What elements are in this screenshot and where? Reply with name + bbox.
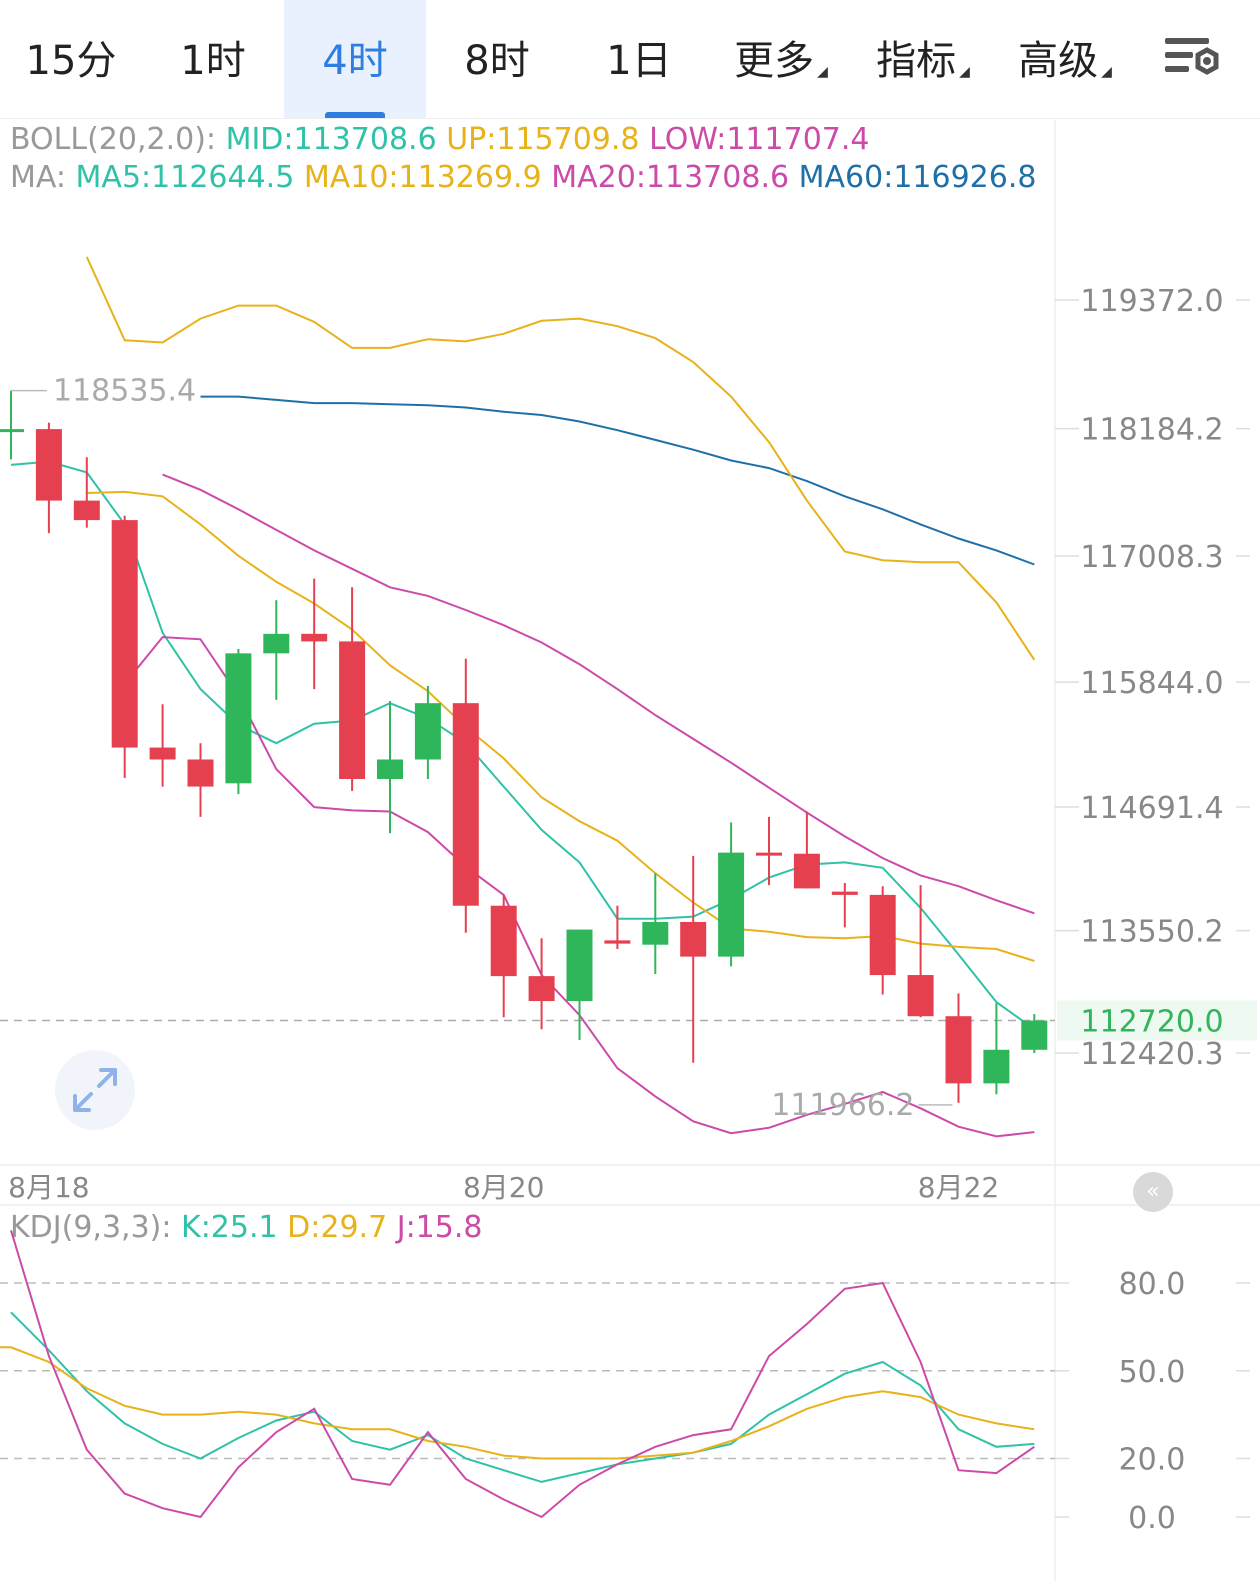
series-ma60-line xyxy=(200,395,1035,566)
y-tick-label: 118184.2 xyxy=(1080,413,1223,448)
ma20-value: MA20:113708.6 xyxy=(551,160,790,195)
candle-body xyxy=(756,852,782,856)
tab-label: 1日 xyxy=(606,38,672,84)
chart-settings-icon[interactable] xyxy=(1165,34,1223,86)
candle-body xyxy=(566,929,593,1002)
candle-body xyxy=(377,759,403,779)
candle-body xyxy=(907,975,934,1017)
kdj-legend: KDJ(9,3,3): K:25.1 D:29.7 J:15.8 xyxy=(10,1210,482,1245)
series-ma5-line xyxy=(10,460,1035,1031)
y-tick-label: 112420.3 xyxy=(1080,1037,1223,1072)
candle-body xyxy=(111,520,138,748)
kdj-d-value: D:29.7 xyxy=(287,1210,388,1245)
tab-8hour[interactable]: 8时 xyxy=(426,0,568,118)
x-date-label: 8月20 xyxy=(463,1171,544,1204)
low-price-annotation: 111966.2 xyxy=(771,1088,914,1123)
tab-label: 8时 xyxy=(464,38,530,84)
candle-body xyxy=(225,653,252,784)
series-up-line xyxy=(85,256,1036,661)
tab-label: 指标 xyxy=(876,38,957,84)
expand-arrows-icon xyxy=(73,1068,117,1112)
active-tab-indicator xyxy=(325,112,385,118)
tab-label: 15分 xyxy=(25,38,117,84)
candle-body xyxy=(1021,1020,1048,1050)
y-tick-label: 114691.4 xyxy=(1080,791,1223,826)
ma60-value: MA60:116926.8 xyxy=(798,160,1037,195)
kdj-j-value: J:15.8 xyxy=(396,1210,483,1245)
candle-body xyxy=(831,891,858,895)
tab-4hour[interactable]: 4时 xyxy=(284,0,426,118)
kdj-tick-label: 50.0 xyxy=(1119,1355,1186,1390)
candle-body xyxy=(414,703,441,760)
candle-body xyxy=(187,759,214,787)
candle-body xyxy=(149,747,176,760)
y-tick-label: 117008.3 xyxy=(1080,540,1223,575)
kdj-j-line xyxy=(10,1230,1035,1519)
candle-body xyxy=(983,1049,1010,1084)
kdj-k-value: K:25.1 xyxy=(181,1210,278,1245)
candle-body xyxy=(680,921,707,957)
y-tick-label: 113550.2 xyxy=(1080,915,1223,950)
tab-label: 更多 xyxy=(734,38,815,84)
candle-body xyxy=(869,894,896,976)
kdj-tick-label: 0.0 xyxy=(1128,1501,1176,1536)
series-ma20-line xyxy=(162,473,1035,915)
candle-body xyxy=(301,633,328,642)
tab-1hour[interactable]: 1时 xyxy=(142,0,284,118)
tab-label: 高级 xyxy=(1018,38,1099,84)
expand-chart-button[interactable] xyxy=(55,1050,135,1130)
high-price-annotation: 118535.4 xyxy=(53,374,196,409)
candle-body xyxy=(528,976,555,1002)
candle-body xyxy=(604,940,631,944)
candle-body xyxy=(73,500,100,521)
ma-prefix: MA: xyxy=(10,160,66,195)
tab-indicators[interactable]: 指标 ◢ xyxy=(852,0,994,118)
collapse-left-icon: « xyxy=(1146,1179,1160,1204)
collapse-panel-button[interactable]: « xyxy=(1133,1172,1173,1212)
candle-body xyxy=(263,633,290,654)
candle-body xyxy=(35,429,62,501)
current-price-tag xyxy=(1057,1000,1257,1041)
kdj-d-line xyxy=(0,1346,1035,1460)
tab-1day[interactable]: 1日 xyxy=(568,0,710,118)
tab-label: 1时 xyxy=(180,38,246,84)
kdj-prefix: KDJ(9,3,3): xyxy=(10,1210,172,1245)
y-tick-label: 115844.0 xyxy=(1080,666,1223,701)
candle-body xyxy=(339,641,366,779)
boll-prefix: BOLL(20,2.0): xyxy=(10,122,217,157)
x-date-label: 8月18 xyxy=(8,1171,89,1204)
ma5-value: MA5:112644.5 xyxy=(75,160,295,195)
kdj-tick-label: 80.0 xyxy=(1119,1267,1186,1302)
tab-label: 4时 xyxy=(322,38,388,84)
kdj-tick-label: 20.0 xyxy=(1119,1443,1186,1478)
boll-mid-value: MID:113708.6 xyxy=(225,122,437,157)
candle-body xyxy=(945,1016,972,1084)
tab-advanced[interactable]: 高级 ◢ xyxy=(994,0,1136,118)
tab-more[interactable]: 更多 ◢ xyxy=(710,0,852,118)
kdj-k-line xyxy=(10,1311,1035,1483)
x-date-label: 8月22 xyxy=(918,1171,999,1204)
candle-body xyxy=(452,703,479,906)
candle-body xyxy=(490,905,517,977)
series-low-line xyxy=(123,636,1035,1138)
candle-body xyxy=(793,853,820,889)
tab-15min[interactable]: 15分 xyxy=(0,0,142,118)
dropdown-triangle-icon: ◢ xyxy=(817,64,828,80)
boll-low-value: LOW:111707.4 xyxy=(649,122,870,157)
boll-up-value: UP:115709.8 xyxy=(446,122,640,157)
candle-body xyxy=(0,429,24,433)
ma-legend: MA: MA5:112644.5 MA10:113269.9 MA20:1137… xyxy=(10,160,1036,195)
dropdown-triangle-icon: ◢ xyxy=(1101,64,1112,80)
candle-body xyxy=(718,852,745,957)
y-tick-label: 119372.0 xyxy=(1080,284,1223,319)
dropdown-triangle-icon: ◢ xyxy=(959,64,970,80)
ma10-value: MA10:113269.9 xyxy=(303,160,542,195)
current-price-label: 112720.0 xyxy=(1080,1005,1223,1040)
candle-body xyxy=(642,921,669,945)
boll-legend: BOLL(20,2.0): MID:113708.6 UP:115709.8 L… xyxy=(10,122,870,157)
timeframe-toolbar: 15分 1时 4时 8时 1日 更多 ◢ 指标 ◢ 高级 ◢ xyxy=(0,0,1260,119)
